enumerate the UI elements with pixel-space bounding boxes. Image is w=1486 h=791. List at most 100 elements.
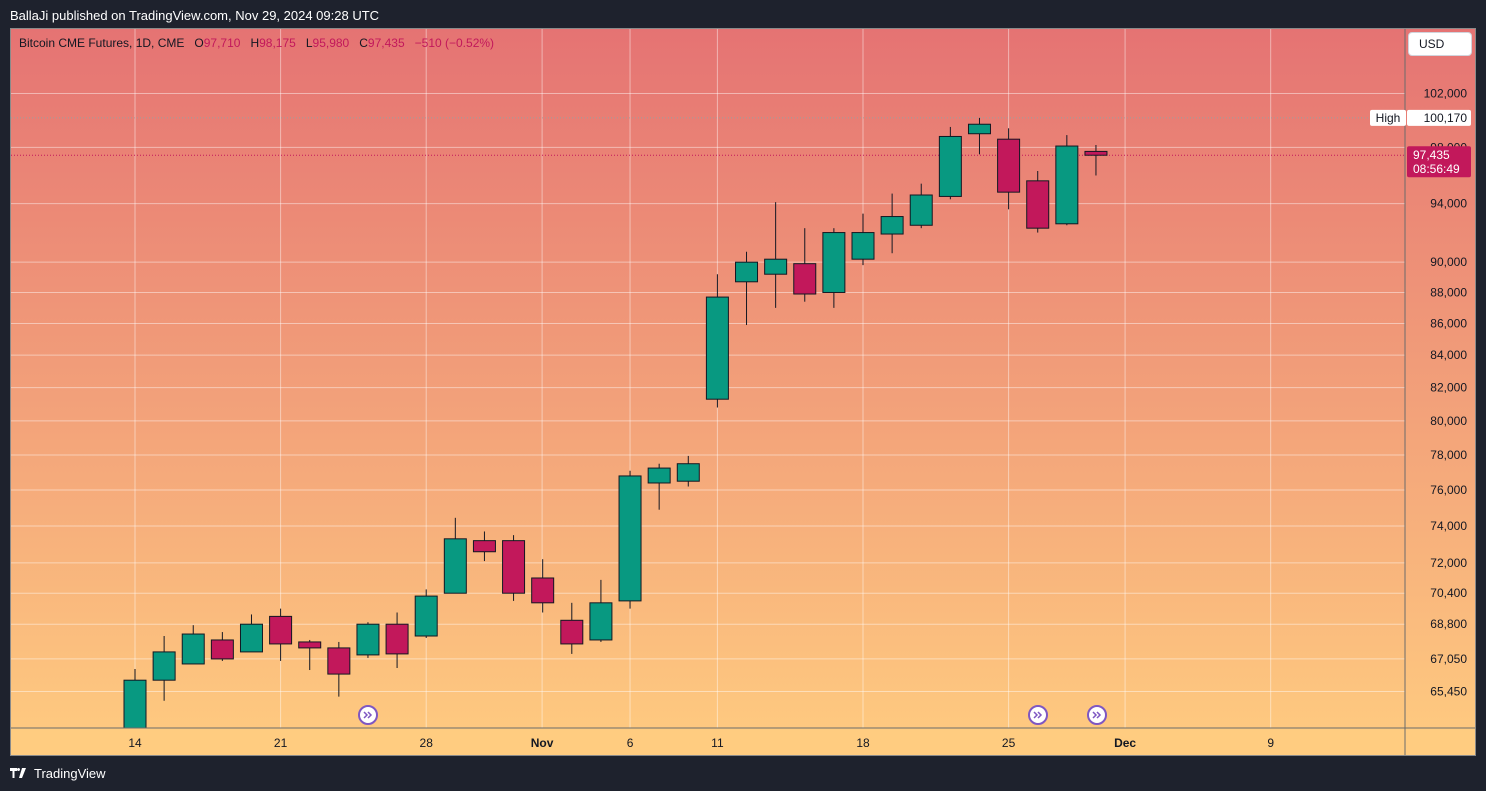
last-price-label: 97,435 bbox=[1413, 148, 1450, 162]
candle[interactable] bbox=[705, 274, 729, 408]
candle-body bbox=[938, 135, 962, 197]
footer-brand-text: TradingView bbox=[34, 766, 106, 781]
y-tick-label: 74,000 bbox=[1430, 519, 1467, 533]
candle-body bbox=[676, 463, 700, 482]
candles[interactable] bbox=[123, 117, 1108, 735]
candle[interactable] bbox=[735, 251, 759, 326]
candle[interactable] bbox=[327, 641, 351, 697]
y-tick-label: 82,000 bbox=[1430, 381, 1467, 395]
candle-body bbox=[385, 623, 409, 655]
currency-selector[interactable]: USD bbox=[1408, 32, 1472, 56]
candlestick-chart[interactable]: 102,00098,00094,00090,00088,00086,00084,… bbox=[11, 29, 1475, 755]
candle[interactable] bbox=[502, 535, 526, 601]
candle-body bbox=[1055, 145, 1079, 225]
y-tick-label: 78,000 bbox=[1430, 448, 1467, 462]
candle[interactable] bbox=[851, 213, 875, 266]
candle[interactable] bbox=[764, 202, 788, 308]
candle[interactable] bbox=[443, 517, 467, 594]
candle[interactable] bbox=[181, 625, 205, 665]
candle-body bbox=[210, 639, 234, 660]
publisher-caption: BallaJi published on TradingView.com, No… bbox=[10, 8, 380, 23]
candle[interactable] bbox=[414, 589, 438, 638]
candle-body bbox=[152, 651, 176, 681]
candle-body bbox=[909, 194, 933, 226]
candle[interactable] bbox=[1055, 135, 1079, 226]
x-tick-label: Nov bbox=[531, 736, 554, 750]
candle-body bbox=[822, 232, 846, 293]
candle[interactable] bbox=[793, 228, 817, 302]
candle[interactable] bbox=[123, 669, 147, 735]
y-tick-label: 65,450 bbox=[1430, 684, 1467, 698]
candle[interactable] bbox=[676, 455, 700, 487]
x-tick-label: 21 bbox=[274, 736, 288, 750]
candle[interactable] bbox=[997, 128, 1021, 210]
event-marker-glyph bbox=[1092, 711, 1102, 719]
tradingview-logo-icon bbox=[10, 767, 26, 778]
symbol-legend: Bitcoin CME Futures, 1D, CME O97,710 H98… bbox=[19, 36, 494, 50]
candle[interactable] bbox=[1026, 170, 1050, 233]
time-axis-background bbox=[11, 728, 1475, 755]
candle-body bbox=[298, 641, 322, 649]
y-tick-label: 88,000 bbox=[1430, 285, 1467, 299]
candle-body bbox=[443, 538, 467, 594]
x-tick-label: 28 bbox=[420, 736, 434, 750]
candle-body bbox=[531, 577, 555, 604]
candle-body bbox=[1026, 180, 1050, 229]
close-value: 97,435 bbox=[367, 36, 405, 50]
candle[interactable] bbox=[589, 579, 613, 642]
candle[interactable] bbox=[909, 183, 933, 229]
forward-event-icon[interactable] bbox=[358, 705, 378, 725]
candle[interactable] bbox=[967, 117, 991, 155]
axes: 102,00098,00094,00090,00088,00086,00084,… bbox=[11, 29, 1475, 755]
candle[interactable] bbox=[938, 126, 962, 200]
high-label: H bbox=[250, 36, 260, 50]
high-label-box bbox=[1370, 109, 1406, 126]
candle[interactable] bbox=[152, 636, 176, 701]
candle-body bbox=[764, 258, 788, 275]
high-value: 98,175 bbox=[259, 36, 296, 50]
candle[interactable] bbox=[531, 559, 555, 613]
candle-body bbox=[1084, 150, 1108, 156]
dividend-event-icon[interactable] bbox=[1087, 705, 1107, 725]
candle[interactable] bbox=[822, 228, 846, 308]
event-marker-glyph bbox=[1033, 711, 1043, 719]
candle[interactable] bbox=[298, 639, 322, 671]
event-markers[interactable] bbox=[358, 705, 1107, 725]
price-lines bbox=[11, 117, 1405, 156]
candle[interactable] bbox=[356, 622, 380, 658]
close-label: C bbox=[359, 36, 368, 50]
candle-body bbox=[181, 633, 205, 665]
candle-body bbox=[327, 647, 351, 675]
candle-body bbox=[997, 138, 1021, 193]
high-value-box bbox=[1407, 109, 1471, 126]
candle-body bbox=[793, 263, 817, 295]
candle-body bbox=[735, 261, 759, 283]
candle-body bbox=[269, 615, 293, 645]
y-tick-label: 76,000 bbox=[1430, 483, 1467, 497]
candle-body bbox=[239, 623, 263, 653]
y-tick-label: 80,000 bbox=[1430, 414, 1467, 428]
candle-body bbox=[414, 595, 438, 637]
candle[interactable] bbox=[560, 602, 584, 654]
candle[interactable] bbox=[385, 612, 409, 668]
candle-body bbox=[472, 540, 496, 553]
y-tick-label: 67,050 bbox=[1430, 652, 1467, 666]
candle[interactable] bbox=[880, 193, 904, 254]
candle[interactable] bbox=[472, 531, 496, 562]
candle[interactable] bbox=[1084, 145, 1108, 176]
last-price-box bbox=[1407, 146, 1471, 178]
forward-event-icon[interactable] bbox=[1028, 705, 1048, 725]
y-tick-label: 70,400 bbox=[1430, 586, 1467, 600]
y-tick-label: 94,000 bbox=[1430, 197, 1467, 211]
candle[interactable] bbox=[269, 608, 293, 661]
y-tick-label: 86,000 bbox=[1430, 316, 1467, 330]
candle-body bbox=[123, 679, 147, 733]
candle[interactable] bbox=[239, 614, 263, 653]
candle-body bbox=[589, 602, 613, 641]
chart-frame[interactable]: 102,00098,00094,00090,00088,00086,00084,… bbox=[10, 28, 1476, 756]
high-value-label: 100,170 bbox=[1424, 111, 1468, 125]
candle[interactable] bbox=[210, 632, 234, 661]
candle[interactable] bbox=[647, 463, 671, 510]
candle-body bbox=[967, 123, 991, 135]
candle[interactable] bbox=[618, 470, 642, 609]
